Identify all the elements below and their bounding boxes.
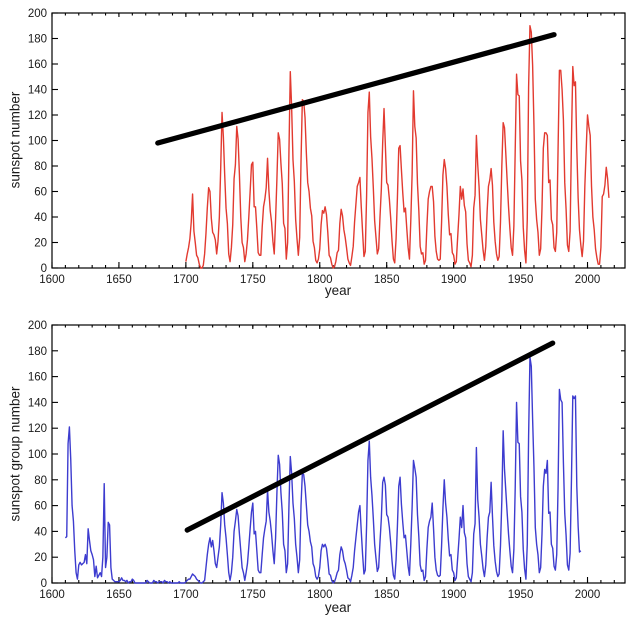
y-tick-label: 180 [28,34,47,46]
annual-sunspot-number-line [185,25,610,269]
y-tick-label: 200 [28,320,47,332]
y-tick-label: 160 [28,372,47,384]
x-tick-label: 1950 [508,274,534,286]
x-tick-label: 1800 [307,589,333,601]
plot-border [51,12,626,269]
x-tick-label: 2000 [575,274,601,286]
y-tick-label: 80 [34,475,47,487]
y-tick-label: 80 [34,161,47,173]
y-tick-label: 40 [34,212,47,224]
x-axis-label-year-bottom: year [324,600,352,615]
y-tick-label: 140 [28,397,47,409]
linear-trend-line [184,340,556,533]
y-tick-label: 40 [34,526,47,538]
x-tick-label: 1900 [441,274,467,286]
tick-labels: 1600 1650 1700 1750 1800 1850 1900 1950 2000 0 20 4… [28,320,600,601]
y-tick-label: 0 [41,578,47,590]
sunspot-group-number-chart: 1600 1650 1700 1750 1800 1850 1900 1950 2000 0 20 4… [0,312,632,632]
y-tick-label: 100 [28,449,47,461]
y-axis-label-sunspot-group-number: sunspot group number [7,386,23,522]
x-tick-label: 1900 [441,589,467,601]
linear-trend-line [155,32,557,146]
y-tick-label: 120 [28,110,47,122]
axis-ticks [51,12,625,269]
tick-labels: 1600 1650 1700 1750 1800 1850 1900 1950 2000 0 20 4… [28,8,600,286]
x-tick-label: 1800 [307,274,333,286]
y-tick-label: 20 [34,552,47,564]
x-tick-label: 1700 [173,274,199,286]
x-tick-label: 1950 [508,589,534,601]
x-tick-label: 1600 [39,589,65,601]
x-tick-label: 2000 [575,589,601,601]
plot-border [51,324,626,584]
y-axis-label-sunspot-number: sunspot number [7,91,23,189]
x-tick-label: 1850 [374,589,400,601]
x-tick-label: 1600 [39,274,65,286]
x-tick-label: 1700 [173,589,199,601]
x-tick-label: 1650 [106,589,132,601]
y-tick-label: 20 [34,238,47,250]
annual-sunspot-group-number-line [64,356,582,584]
y-tick-label: 60 [34,187,47,199]
y-tick-label: 200 [28,8,47,20]
x-axis-label-year-top: year [324,283,352,298]
x-tick-label: 1650 [106,274,132,286]
y-tick-label: 120 [28,423,47,435]
sunspot-group-number-plot: 1600 1650 1700 1750 1800 1850 1900 1950 2000 0 20 4… [28,320,626,601]
y-tick-label: 60 [34,501,47,513]
y-tick-label: 0 [41,263,47,275]
sunspot-number-chart: 1600 1650 1700 1750 1800 1850 1900 1950 2000 0 20 4… [0,0,632,312]
y-tick-label: 180 [28,346,47,358]
x-tick-label: 1750 [240,589,266,601]
y-tick-label: 140 [28,85,47,97]
y-tick-label: 160 [28,59,47,71]
y-tick-label: 100 [28,136,47,148]
sunspot-number-plot: 1600 1650 1700 1750 1800 1850 1900 1950 2000 0 20 4… [28,8,626,286]
x-tick-label: 1850 [374,274,400,286]
x-tick-label: 1750 [240,274,266,286]
